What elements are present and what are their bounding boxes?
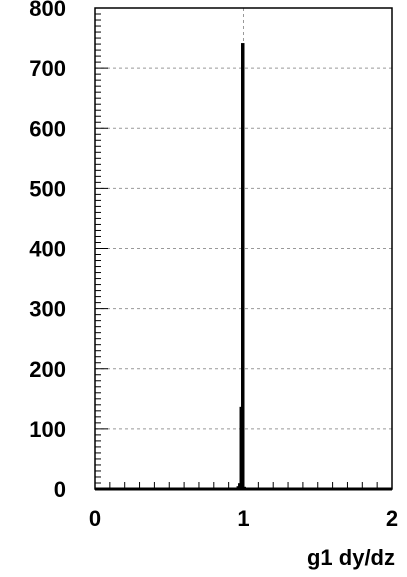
x-axis-title: g1 dy/dz	[307, 545, 395, 570]
axis-ticks	[94, 7, 393, 490]
x-tick-label-0: 0	[89, 506, 101, 531]
y-tick-label-600: 600	[29, 116, 66, 141]
axis-tick-labels: 0 100 200 300 400 500 600 700 800 0 1 2	[29, 0, 398, 531]
y-tick-label-200: 200	[29, 357, 66, 382]
x-tick-label-1: 1	[237, 506, 249, 531]
y-tick-label-700: 700	[29, 56, 66, 81]
y-tick-label-300: 300	[29, 297, 66, 322]
x-tick-label-2: 2	[386, 506, 398, 531]
histogram-bar-3	[241, 43, 245, 490]
y-tick-label-800: 800	[29, 0, 66, 21]
y-tick-label-500: 500	[29, 176, 66, 201]
y-tick-label-0: 0	[54, 477, 66, 502]
y-tick-label-100: 100	[29, 417, 66, 442]
y-tick-label-400: 400	[29, 237, 66, 262]
